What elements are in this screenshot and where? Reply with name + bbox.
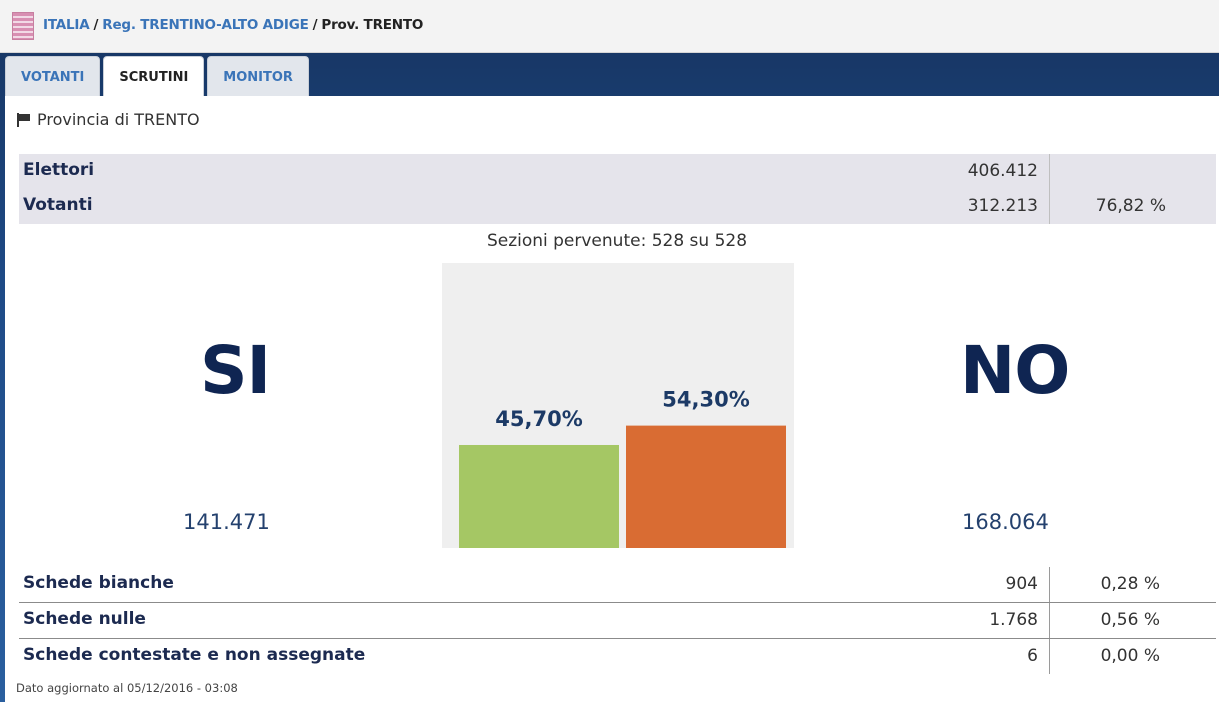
- schede-nulle-value: 1.768: [989, 610, 1038, 630]
- elettori-value: 406.412: [967, 161, 1038, 181]
- ballots-table: Schede bianche 904 0,28 % Schede nulle 1…: [19, 567, 1216, 674]
- schede-bianche-value: 904: [1005, 574, 1038, 594]
- si-votes: 141.471: [183, 510, 270, 534]
- results-bar-chart: 45,70% 54,30%: [459, 388, 786, 548]
- table-row: Schede bianche 904 0,28 %: [19, 567, 1216, 603]
- results-panel: Provincia di TRENTO Elettori 406.412 Vot…: [5, 96, 1219, 702]
- elettori-label: Elettori: [23, 160, 95, 180]
- breadcrumb: ITALIA / Reg. TRENTINO-ALTO ADIGE / Prov. TR…: [43, 17, 423, 33]
- column-divider: [1049, 154, 1050, 224]
- schede-contestate-value: 6: [1027, 646, 1038, 666]
- schede-bianche-percentage: 0,28 %: [1100, 574, 1160, 594]
- schede-bianche-label: Schede bianche: [23, 573, 174, 593]
- table-row: Schede nulle 1.768 0,56 %: [19, 603, 1216, 639]
- column-divider: [1049, 567, 1050, 602]
- bar-no: [626, 425, 786, 548]
- no-label: NO: [960, 332, 1070, 409]
- flag-icon: [17, 112, 30, 127]
- breadcrumb-link-italia[interactable]: ITALIA: [43, 17, 90, 33]
- breadcrumb-link-region[interactable]: Reg. TRENTINO-ALTO ADIGE: [102, 17, 309, 33]
- breadcrumb-separator: /: [312, 17, 318, 33]
- elettori-row: Elettori 406.412: [19, 154, 1216, 189]
- bar-label-no: 54,30%: [662, 388, 749, 412]
- province-title: Provincia di TRENTO: [37, 110, 200, 129]
- schede-nulle-percentage: 0,56 %: [1100, 610, 1160, 630]
- turnout-table: Elettori 406.412 Votanti 312.213 76,82 %: [19, 154, 1216, 224]
- breadcrumb-bar: ITALIA / Reg. TRENTINO-ALTO ADIGE / Prov. TR…: [0, 0, 1219, 53]
- schede-nulle-label: Schede nulle: [23, 609, 146, 629]
- si-label: SI: [200, 332, 271, 409]
- votanti-percentage: 76,82 %: [1095, 196, 1166, 216]
- no-votes: 168.064: [962, 510, 1049, 534]
- column-divider: [1049, 639, 1050, 674]
- schede-contestate-percentage: 0,00 %: [1100, 646, 1160, 666]
- bar-label-si: 45,70%: [495, 407, 582, 431]
- votanti-label: Votanti: [23, 195, 93, 215]
- tab-votanti[interactable]: VOTANTI: [5, 56, 101, 96]
- table-row: Schede contestate e non assegnate 6 0,00…: [19, 639, 1216, 674]
- province-heading: Provincia di TRENTO: [17, 110, 200, 129]
- votanti-row: Votanti 312.213 76,82 %: [19, 189, 1216, 224]
- votanti-value: 312.213: [967, 196, 1038, 216]
- tab-bar: VOTANTI SCRUTINI MONITOR: [5, 56, 309, 97]
- schede-contestate-label: Schede contestate e non assegnate: [23, 645, 366, 665]
- tab-scrutini[interactable]: SCRUTINI: [103, 56, 205, 97]
- column-divider: [1049, 603, 1050, 638]
- results-chart: 45,70% 54,30%: [442, 263, 794, 548]
- emblem-icon: [12, 12, 34, 40]
- last-updated: Dato aggiornato al 05/12/2016 - 03:08: [16, 681, 238, 695]
- sections-received: Sezioni pervenute: 528 su 528: [486, 231, 748, 251]
- breadcrumb-current: Prov. TRENTO: [321, 17, 424, 33]
- tab-monitor[interactable]: MONITOR: [207, 56, 309, 96]
- bar-si: [459, 444, 619, 548]
- breadcrumb-separator: /: [93, 17, 99, 33]
